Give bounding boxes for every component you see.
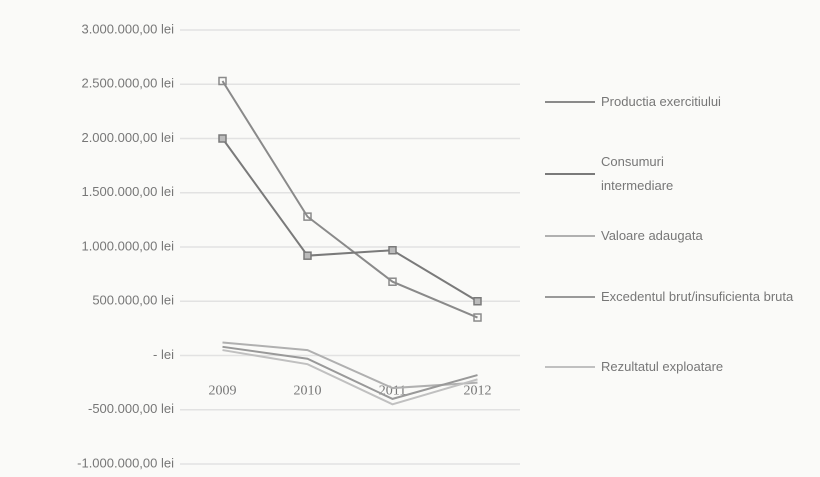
chart: -1.000.000,00 lei -500.000,00 lei - lei 500… — [77, 21, 520, 470]
y-tick-label: 1.000.000,00 lei — [81, 238, 174, 253]
y-tick-label: 2.500.000,00 lei — [81, 76, 174, 91]
legend-label: Valoare adaugata — [601, 228, 703, 243]
y-tick-label: -1.000.000,00 lei — [77, 455, 174, 470]
point-marker — [388, 277, 397, 286]
legend-swatch — [545, 235, 595, 237]
point-marker — [303, 251, 312, 260]
legend-swatch — [545, 101, 595, 103]
x-tick-label: 2009 — [209, 384, 237, 399]
legend-item: Rezultatul exploatare — [545, 355, 806, 379]
point-marker — [218, 134, 227, 143]
legend-label: Excedentul brut/insuficienta bruta — [601, 289, 794, 304]
legend-item: Valoare adaugata — [545, 224, 806, 248]
legend-item: Productia exercitiului — [545, 90, 806, 114]
legend-swatch — [545, 296, 595, 298]
series-line — [222, 345, 478, 400]
y-tick-label: 500.000,00 lei — [92, 293, 174, 308]
legend: Productia exercitiului Consumuri intermed… — [545, 0, 820, 477]
series-line — [222, 349, 478, 406]
y-tick-label: 3.000.000,00 lei — [81, 21, 174, 36]
y-tick-label: 2.000.000,00 lei — [81, 130, 174, 145]
legend-swatch — [545, 366, 595, 368]
y-tick-label: 1.500.000,00 lei — [81, 184, 174, 199]
point-marker — [473, 297, 482, 306]
point-marker — [303, 212, 312, 221]
y-tick-label: -500.000,00 lei — [88, 401, 174, 416]
legend-item: Excedentul brut/insuficienta bruta — [545, 285, 806, 309]
x-tick-label: 2012 — [464, 384, 492, 399]
legend-label: Rezultatul exploatare — [601, 359, 724, 374]
series-line — [221, 80, 478, 319]
series-line — [221, 137, 479, 303]
legend-item: Consumuri intermediare — [545, 150, 731, 198]
series-line — [222, 341, 478, 390]
legend-label: Consumuri intermediare — [601, 154, 674, 193]
point-marker — [473, 313, 482, 322]
legend-label: Productia exercitiului — [601, 94, 721, 109]
y-tick-label: - lei — [153, 347, 174, 362]
x-tick-label: 2010 — [294, 384, 322, 399]
point-marker — [388, 246, 397, 255]
point-marker — [218, 76, 227, 86]
legend-swatch — [545, 173, 595, 175]
